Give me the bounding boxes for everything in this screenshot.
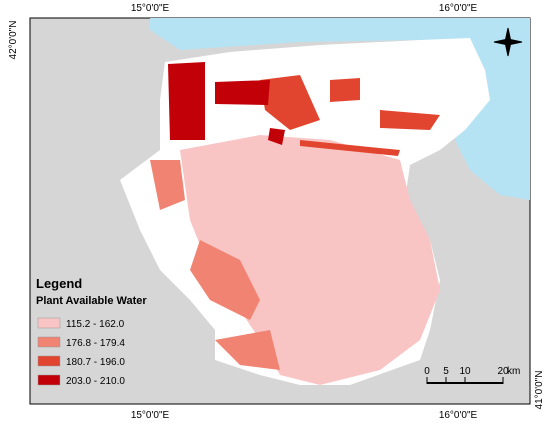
legend-label: 203.0 - 210.0 xyxy=(66,376,125,387)
coord-label: 42°0'0"N xyxy=(8,21,19,60)
coord-label: 16°0'0"E xyxy=(439,410,478,421)
scale-label: 20 xyxy=(497,366,509,377)
legend-label: 115.2 - 162.0 xyxy=(66,319,125,330)
legend-swatch xyxy=(37,355,61,367)
legend-subtitle: Plant Available Water xyxy=(36,295,147,307)
zone-class-2 xyxy=(150,160,280,370)
legend-title: Legend xyxy=(36,276,82,291)
scale-unit: km xyxy=(507,366,520,377)
zone-class-3 xyxy=(260,75,440,156)
coord-label: 15°0'0"E xyxy=(131,410,170,421)
legend-label: 180.7 - 196.0 xyxy=(66,357,125,368)
coord-label: 41°0'0"N xyxy=(534,371,545,410)
legend-swatch xyxy=(37,317,61,329)
coord-label: 15°0'0"E xyxy=(131,3,170,14)
legend-items: 115.2 - 162.0 176.8 - 179.4 180.7 - 196.0 2… xyxy=(37,317,125,387)
zone-class-1 xyxy=(180,135,440,385)
coord-label: 16°0'0"E xyxy=(439,3,478,14)
legend-label: 176.8 - 179.4 xyxy=(66,338,125,349)
scale-label: 0 xyxy=(424,366,430,377)
scale-label: 5 xyxy=(443,366,449,377)
sea xyxy=(150,18,530,200)
zone-class-4 xyxy=(168,62,285,145)
compass xyxy=(493,27,523,57)
legend-swatch xyxy=(37,374,61,386)
legend-swatch xyxy=(37,336,61,348)
scale-label: 10 xyxy=(459,366,471,377)
